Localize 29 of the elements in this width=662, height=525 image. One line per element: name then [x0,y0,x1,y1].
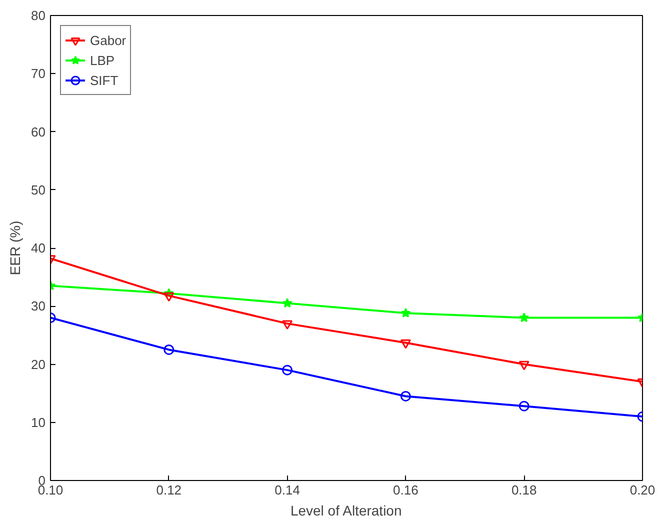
point [518,400,530,412]
x-tick-label: 0.18 [511,482,537,498]
point [282,320,293,330]
legend-label: SIFT [90,72,118,88]
y-tick-label: 20 [31,356,46,372]
y-tick-label: 40 [31,240,46,256]
y-tick-label: 80 [31,8,46,23]
y-tick-label: 70 [31,66,46,82]
point [282,364,293,376]
x-tick-label: 0.20 [630,482,656,498]
point [400,339,411,349]
point [164,344,174,355]
y-tick-label: 10 [31,414,46,430]
x-tick-label: 0.12 [156,482,182,498]
point [282,298,292,308]
point [400,390,411,402]
y-axis-title: EER (%) [7,220,24,276]
y-tick-label: 60 [31,124,46,140]
point [400,308,411,318]
point [519,312,530,322]
y-tick-label: 30 [31,298,46,314]
point [518,360,530,370]
point [164,292,174,302]
x-tick-label: 0.14 [274,482,300,498]
y-tick-label: 50 [31,182,46,198]
x-tick-label: 0.16 [393,482,418,498]
x-axis-title: Level of Alteration [290,502,402,518]
legend-label: Gabor [90,32,126,48]
legend-label: LBP [90,52,115,68]
